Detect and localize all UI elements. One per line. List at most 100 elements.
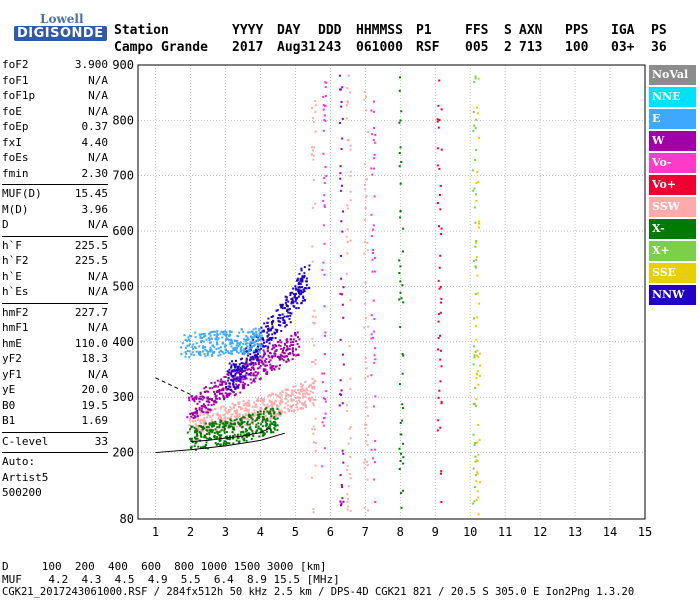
echo-point bbox=[261, 434, 264, 437]
echo-point bbox=[230, 331, 233, 334]
echo-point bbox=[218, 390, 221, 393]
echo-point bbox=[213, 401, 216, 404]
echo-point bbox=[236, 409, 239, 412]
param-value: N/A bbox=[88, 104, 108, 118]
echo-point bbox=[364, 281, 367, 284]
echo-point bbox=[267, 412, 270, 415]
echo-point bbox=[234, 372, 237, 375]
echo-point bbox=[372, 228, 375, 231]
echo-point bbox=[439, 184, 442, 187]
echo-point bbox=[374, 395, 377, 398]
echo-point bbox=[249, 335, 252, 338]
echo-point bbox=[279, 411, 282, 414]
echo-point bbox=[205, 426, 208, 429]
echo-point bbox=[257, 338, 260, 341]
echo-point bbox=[239, 419, 242, 422]
echo-point bbox=[339, 88, 342, 91]
echo-point bbox=[264, 361, 267, 364]
echo-point bbox=[296, 279, 299, 282]
echo-point bbox=[222, 413, 225, 416]
echo-point bbox=[300, 278, 303, 281]
param-key: foE bbox=[2, 104, 22, 118]
echo-point bbox=[399, 326, 402, 329]
param-key: yE bbox=[2, 383, 16, 396]
echo-point bbox=[213, 333, 216, 336]
echo-point bbox=[473, 500, 476, 503]
echo-point bbox=[243, 365, 246, 368]
param-separator bbox=[2, 184, 108, 185]
echo-point bbox=[479, 481, 482, 484]
echo-point bbox=[303, 274, 306, 277]
echo-point bbox=[479, 364, 482, 367]
echo-point bbox=[236, 369, 239, 372]
echo-point bbox=[215, 413, 218, 416]
echo-point bbox=[249, 356, 252, 359]
echo-point bbox=[208, 422, 211, 425]
header-row2-field: 061000 bbox=[356, 40, 403, 55]
echo-point bbox=[226, 438, 229, 441]
echo-point bbox=[252, 368, 255, 371]
echo-point bbox=[240, 419, 243, 422]
echo-point bbox=[313, 428, 316, 431]
echo-point bbox=[292, 304, 295, 307]
echo-point bbox=[321, 268, 324, 271]
echo-point bbox=[281, 355, 284, 358]
echo-point bbox=[207, 432, 210, 435]
echo-point bbox=[246, 420, 249, 423]
echo-point bbox=[225, 382, 228, 385]
echo-point bbox=[237, 416, 240, 419]
echo-point bbox=[191, 441, 194, 444]
echo-point bbox=[213, 346, 216, 349]
y-tick-label: 500 bbox=[112, 279, 134, 293]
echo-point bbox=[341, 486, 344, 489]
echo-point bbox=[247, 409, 250, 412]
echo-point bbox=[248, 418, 251, 421]
echo-point bbox=[269, 427, 272, 430]
echo-point bbox=[374, 358, 377, 361]
echo-point bbox=[223, 345, 226, 348]
echo-point bbox=[349, 477, 352, 480]
echo-point bbox=[321, 421, 324, 424]
echo-point bbox=[214, 337, 217, 340]
header-row1-field: S bbox=[504, 23, 512, 38]
echo-point bbox=[210, 420, 213, 423]
echo-point bbox=[348, 91, 351, 94]
echo-point bbox=[191, 419, 194, 422]
echo-point bbox=[300, 290, 303, 293]
echo-point bbox=[290, 343, 293, 346]
echo-point bbox=[239, 408, 242, 411]
echo-point bbox=[258, 413, 261, 416]
echo-point bbox=[221, 342, 224, 345]
echo-point bbox=[284, 397, 287, 400]
echo-point bbox=[244, 375, 247, 378]
echo-point bbox=[230, 379, 233, 382]
echo-point bbox=[364, 458, 367, 461]
echo-point bbox=[436, 202, 439, 205]
y-tick-label: 200 bbox=[112, 446, 134, 460]
echo-point bbox=[195, 428, 198, 431]
header-row2-field: RSF bbox=[416, 40, 440, 55]
echo-point bbox=[259, 427, 262, 430]
echo-point bbox=[254, 355, 257, 358]
legend-item: W bbox=[649, 131, 696, 151]
echo-point bbox=[269, 408, 272, 411]
echo-point bbox=[372, 336, 375, 339]
echo-point bbox=[232, 377, 235, 380]
echo-point bbox=[291, 347, 294, 350]
echo-point bbox=[298, 391, 301, 394]
echo-point bbox=[477, 355, 480, 358]
echo-point bbox=[226, 350, 229, 353]
echo-point bbox=[277, 320, 280, 323]
echo-point bbox=[472, 189, 475, 192]
echo-point bbox=[323, 242, 326, 245]
echo-point bbox=[279, 353, 282, 356]
echo-point bbox=[266, 419, 269, 422]
echo-point bbox=[273, 428, 276, 431]
echo-point bbox=[226, 422, 229, 425]
echo-point bbox=[210, 337, 213, 340]
echo-point bbox=[278, 411, 281, 414]
echo-point bbox=[250, 422, 253, 425]
echo-point bbox=[299, 286, 302, 289]
echo-point bbox=[238, 413, 241, 416]
echo-point bbox=[400, 297, 403, 300]
